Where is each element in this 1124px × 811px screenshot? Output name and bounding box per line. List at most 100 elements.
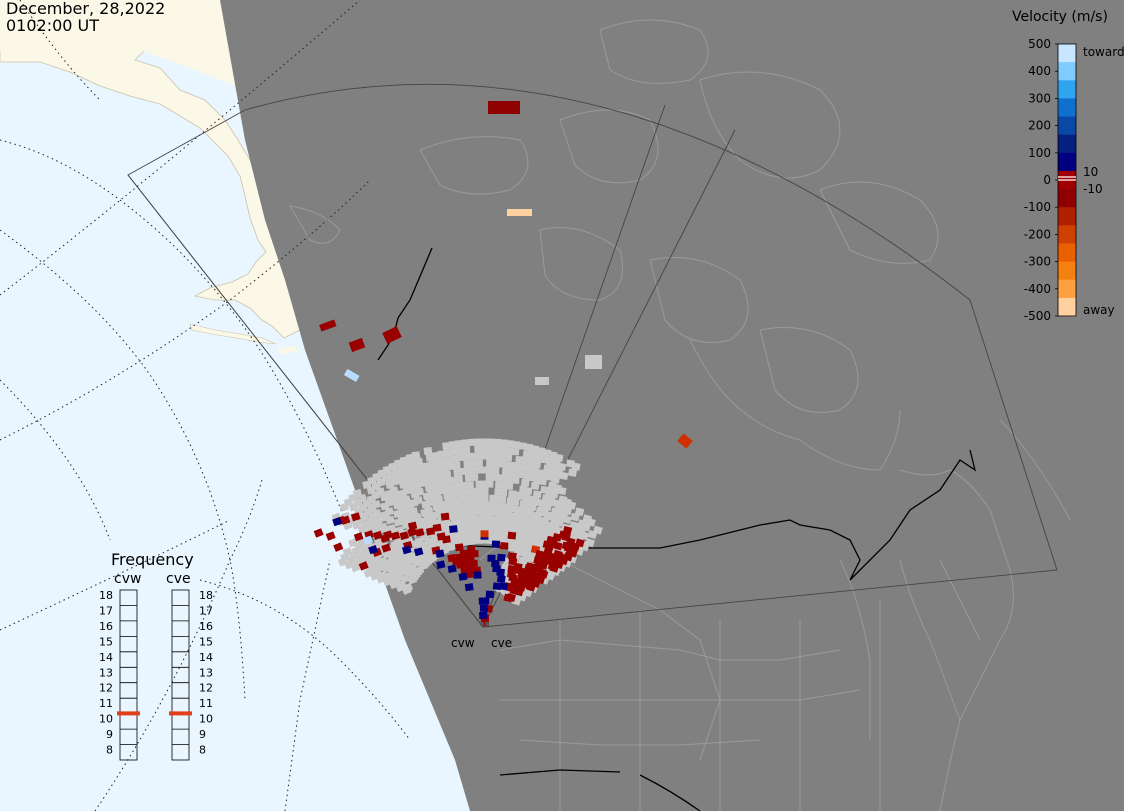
velocity-colorbar-segment (1058, 152, 1076, 172)
velocity-cell-toward (491, 540, 501, 548)
frequency-tick-left: 16 (99, 620, 113, 633)
velocity-cell-away-fast (677, 433, 693, 449)
frequency-tick-right: 18 (199, 589, 213, 602)
velocity-cell-toward (436, 560, 446, 569)
velocity-cell-away (553, 541, 563, 551)
ground-scatter-cell (411, 451, 421, 460)
ground-scatter-cell (593, 525, 603, 535)
ground-scatter-cell (473, 515, 482, 523)
ground-scatter-cell (454, 440, 464, 448)
velocity-cell-away (380, 533, 390, 543)
frequency-marker-cve (169, 711, 192, 716)
ground-scatter-cell (488, 508, 497, 516)
velocity-cell-toward (413, 547, 424, 557)
velocity-cell-toward (496, 568, 505, 577)
ground-scatter-cell (562, 515, 572, 524)
ground-scatter-cell (486, 438, 495, 446)
velocity-cell-away-far (488, 101, 520, 114)
velocity-cell-away (469, 559, 478, 568)
frequency-tick-left: 17 (99, 605, 113, 618)
velocity-cell-away (333, 542, 344, 552)
ground-scatter-cell (484, 515, 493, 523)
ground-scatter-cell (384, 507, 395, 516)
frequency-tick-right: 11 (199, 697, 213, 710)
velocity-cell-away (441, 535, 451, 544)
radar-label-cve: cve (491, 636, 512, 650)
velocity-cell-toward (496, 574, 506, 583)
velocity-cell-away (507, 531, 517, 540)
velocity-cell-away (390, 531, 401, 541)
velocity-colorbar-segment (1058, 225, 1076, 244)
velocity-cell-away (358, 561, 369, 571)
ground-scatter-cell (557, 462, 567, 471)
velocity-cell-away-high (507, 209, 532, 216)
ground-scatter-cell (480, 480, 489, 488)
country-borders (377, 247, 977, 811)
velocity-cell-away (350, 512, 361, 522)
ground-scatter-cell (505, 440, 515, 448)
frequency-tick-left: 8 (106, 744, 113, 757)
velocity-cell-toward (485, 590, 495, 599)
velocity-cell-away (399, 531, 409, 541)
velocity-away-label: away (1083, 303, 1115, 317)
velocity-cell-away (507, 552, 517, 561)
velocity-toward-label: toward (1083, 45, 1124, 59)
latlon-grid (0, 0, 411, 811)
ground-scatter-cell (480, 445, 489, 453)
ground-scatter-cell (532, 490, 542, 499)
ground-scatter-cell (504, 482, 514, 490)
velocity-colorbar-segment (1058, 189, 1076, 208)
radar-label-cvw: cvw (451, 636, 475, 650)
frequency-tick-left: 12 (99, 682, 113, 695)
ground-scatter-cell (480, 501, 489, 509)
velocity-tick-label: -300 (1024, 255, 1051, 269)
velocity-colorbar: Velocity (m/s) 500 400 300 200 100 0 -100 -200 -… (1012, 9, 1124, 323)
ground-scatter-cell (442, 470, 452, 479)
ground-scatter-cell (527, 503, 537, 512)
ground-scatter-cell (474, 459, 483, 467)
velocity-cell-away (525, 565, 536, 574)
frequency-tick-left: 14 (99, 651, 113, 664)
velocity-cell-toward (435, 549, 445, 558)
velocity-cell-away-fast (480, 530, 489, 538)
ground-scatter-cell (423, 447, 433, 455)
ground-scatter-cell (414, 537, 424, 546)
ground-scatter-cell (480, 438, 489, 446)
velocity-cell-away (440, 512, 450, 521)
ground-scatter-cell (465, 481, 474, 489)
frequency-tick-right: 10 (199, 713, 213, 726)
velocity-cell-away (319, 319, 337, 332)
velocity-cell-away (325, 531, 336, 541)
velocity-cell-toward (479, 611, 488, 620)
velocity-cell-away (425, 527, 436, 536)
ground-scatter-cell (557, 486, 567, 496)
velocity-cell-toward (368, 544, 379, 555)
velocity-colorbar-segment (1058, 80, 1076, 99)
velocity-cell-toward (479, 604, 488, 612)
ground-scatter-cell (503, 453, 513, 462)
frequency-bar-cvw (119, 589, 138, 761)
ground-scatter-cell (579, 530, 589, 540)
ground-scatter-cell (414, 457, 424, 466)
land-daylight-island (278, 346, 298, 354)
velocity-colorbar-segment (1058, 261, 1076, 281)
ground-scatter-cell (523, 487, 533, 495)
velocity-tick-label: 100 (1028, 146, 1051, 160)
ground-scatter-cell (413, 496, 423, 505)
ground-scatter-cell (486, 445, 495, 453)
ground-scatter-cell (513, 538, 523, 547)
velocity-tick-label: -400 (1024, 282, 1051, 296)
ground-scatter-cell (492, 445, 501, 454)
frequency-tick-right: 13 (199, 666, 213, 679)
frequency-bar-cve (171, 589, 190, 761)
ground-scatter-cell (415, 487, 425, 497)
velocity-cell-away (575, 538, 585, 548)
ground-scatter-cell (549, 490, 559, 499)
ground-scatter-cell (452, 461, 461, 470)
ground-scatter-cell (535, 377, 549, 385)
velocity-tick-label: -100 (1024, 200, 1051, 214)
ground-scatter-cell (586, 517, 596, 527)
velocity-cell-away (567, 548, 578, 558)
velocity-cell-away (499, 542, 509, 550)
ground-scatter-cell (532, 516, 542, 525)
